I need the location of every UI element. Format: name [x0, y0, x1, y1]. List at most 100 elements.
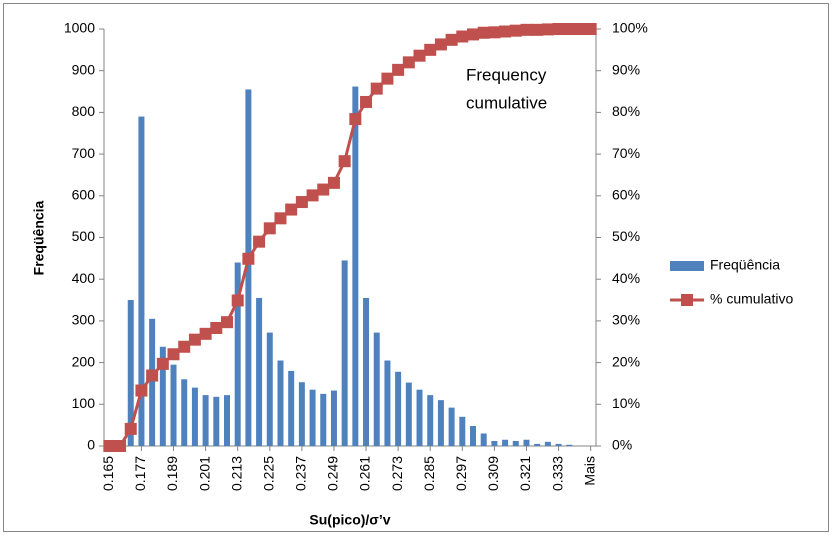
line-marker: [124, 422, 137, 435]
line-marker: [274, 212, 287, 225]
line-marker: [349, 113, 362, 126]
line-marker: [499, 25, 512, 38]
x-tick-label: 0.273: [389, 456, 405, 491]
line-marker: [231, 294, 244, 307]
bar: [555, 443, 562, 446]
line-marker: [434, 38, 447, 51]
line-marker: [467, 28, 479, 41]
line-marker: [584, 23, 597, 35]
annotation: Frequency: [466, 65, 547, 84]
y-tick-label: 400: [72, 270, 96, 286]
bar: [437, 400, 444, 446]
y2-tick-label: 100%: [612, 20, 648, 36]
chart-border: [3, 3, 829, 532]
line-marker: [103, 440, 116, 452]
line-marker: [552, 23, 565, 35]
bar: [384, 360, 391, 446]
bar: [502, 439, 509, 446]
bar: [544, 441, 551, 446]
bar: [512, 440, 519, 446]
bar: [277, 360, 284, 446]
y2-tick-label: 40%: [612, 270, 640, 286]
line-marker: [402, 56, 415, 69]
line-marker: [156, 357, 169, 370]
bar: [245, 89, 252, 446]
bar: [266, 332, 273, 446]
y-axis-title: Freqüência: [31, 200, 47, 275]
bar: [202, 395, 209, 446]
y2-tick-label: 10%: [612, 395, 640, 411]
y2-tick-label: 90%: [612, 61, 640, 77]
bar: [127, 300, 134, 446]
bar: [480, 433, 487, 446]
line-marker: [253, 235, 266, 248]
line-marker: [146, 369, 159, 382]
legend-label: % cumulativo: [710, 291, 793, 307]
x-tick-label: 0.309: [485, 456, 501, 491]
bar: [341, 260, 348, 446]
x-tick-label: 0.285: [421, 456, 437, 491]
y2-tick-label: 80%: [612, 103, 640, 119]
bar: [288, 370, 295, 446]
line-marker: [188, 333, 201, 346]
line-marker: [295, 196, 308, 209]
line-marker: [317, 183, 330, 196]
x-tick-label: 0.225: [260, 456, 276, 491]
bar: [448, 407, 455, 446]
bar: [459, 416, 466, 446]
line-marker: [242, 252, 255, 265]
bar: [330, 390, 337, 446]
line-marker: [135, 384, 148, 397]
x-tick-label: 0.189: [164, 456, 180, 491]
line-marker: [477, 26, 490, 39]
line-marker: [167, 348, 180, 361]
bar: [224, 395, 230, 446]
bar: [138, 116, 145, 446]
line-marker: [541, 23, 554, 36]
line-marker: [509, 24, 522, 37]
x-tick-label: 0.237: [293, 456, 309, 491]
x-axis-title: Su(pico)/σ’v: [309, 512, 390, 528]
bar: [363, 297, 370, 446]
line-marker: [424, 43, 437, 56]
line-marker: [199, 327, 212, 340]
line-marker: [360, 95, 373, 108]
bar: [416, 389, 423, 446]
y2-tick-label: 70%: [612, 145, 640, 161]
bar: [566, 444, 573, 446]
y-tick-label: 0: [87, 437, 95, 453]
line-marker: [392, 63, 405, 76]
annotation: cumulative: [466, 93, 547, 112]
bar: [191, 387, 198, 446]
x-tick-label: 0.177: [132, 456, 148, 491]
legend-swatch: [670, 261, 704, 271]
bar: [298, 382, 305, 446]
line-marker: [381, 72, 394, 85]
line-marker: [531, 23, 544, 36]
x-tick-label: 0.297: [453, 456, 469, 491]
bar: [523, 439, 530, 446]
x-tick-label: 0.261: [357, 456, 373, 491]
y-tick-label: 600: [72, 187, 96, 203]
bar: [405, 382, 412, 446]
line-marker: [114, 440, 127, 452]
y-tick-label: 1000: [64, 20, 95, 36]
y-tick-label: 900: [72, 61, 96, 77]
line-marker: [563, 23, 576, 35]
legend-label: Freqüência: [710, 257, 780, 273]
line-marker: [178, 340, 191, 353]
bar: [234, 262, 241, 446]
y-tick-label: 100: [72, 395, 96, 411]
bar: [395, 371, 402, 446]
y2-tick-label: 0%: [612, 437, 632, 453]
bar: [170, 364, 177, 446]
y-tick-label: 700: [72, 145, 96, 161]
y-tick-label: 800: [72, 103, 96, 119]
bar: [534, 443, 541, 446]
bar: [491, 440, 498, 446]
line-marker: [210, 321, 223, 334]
line-marker: [306, 189, 319, 202]
bar: [470, 425, 476, 446]
